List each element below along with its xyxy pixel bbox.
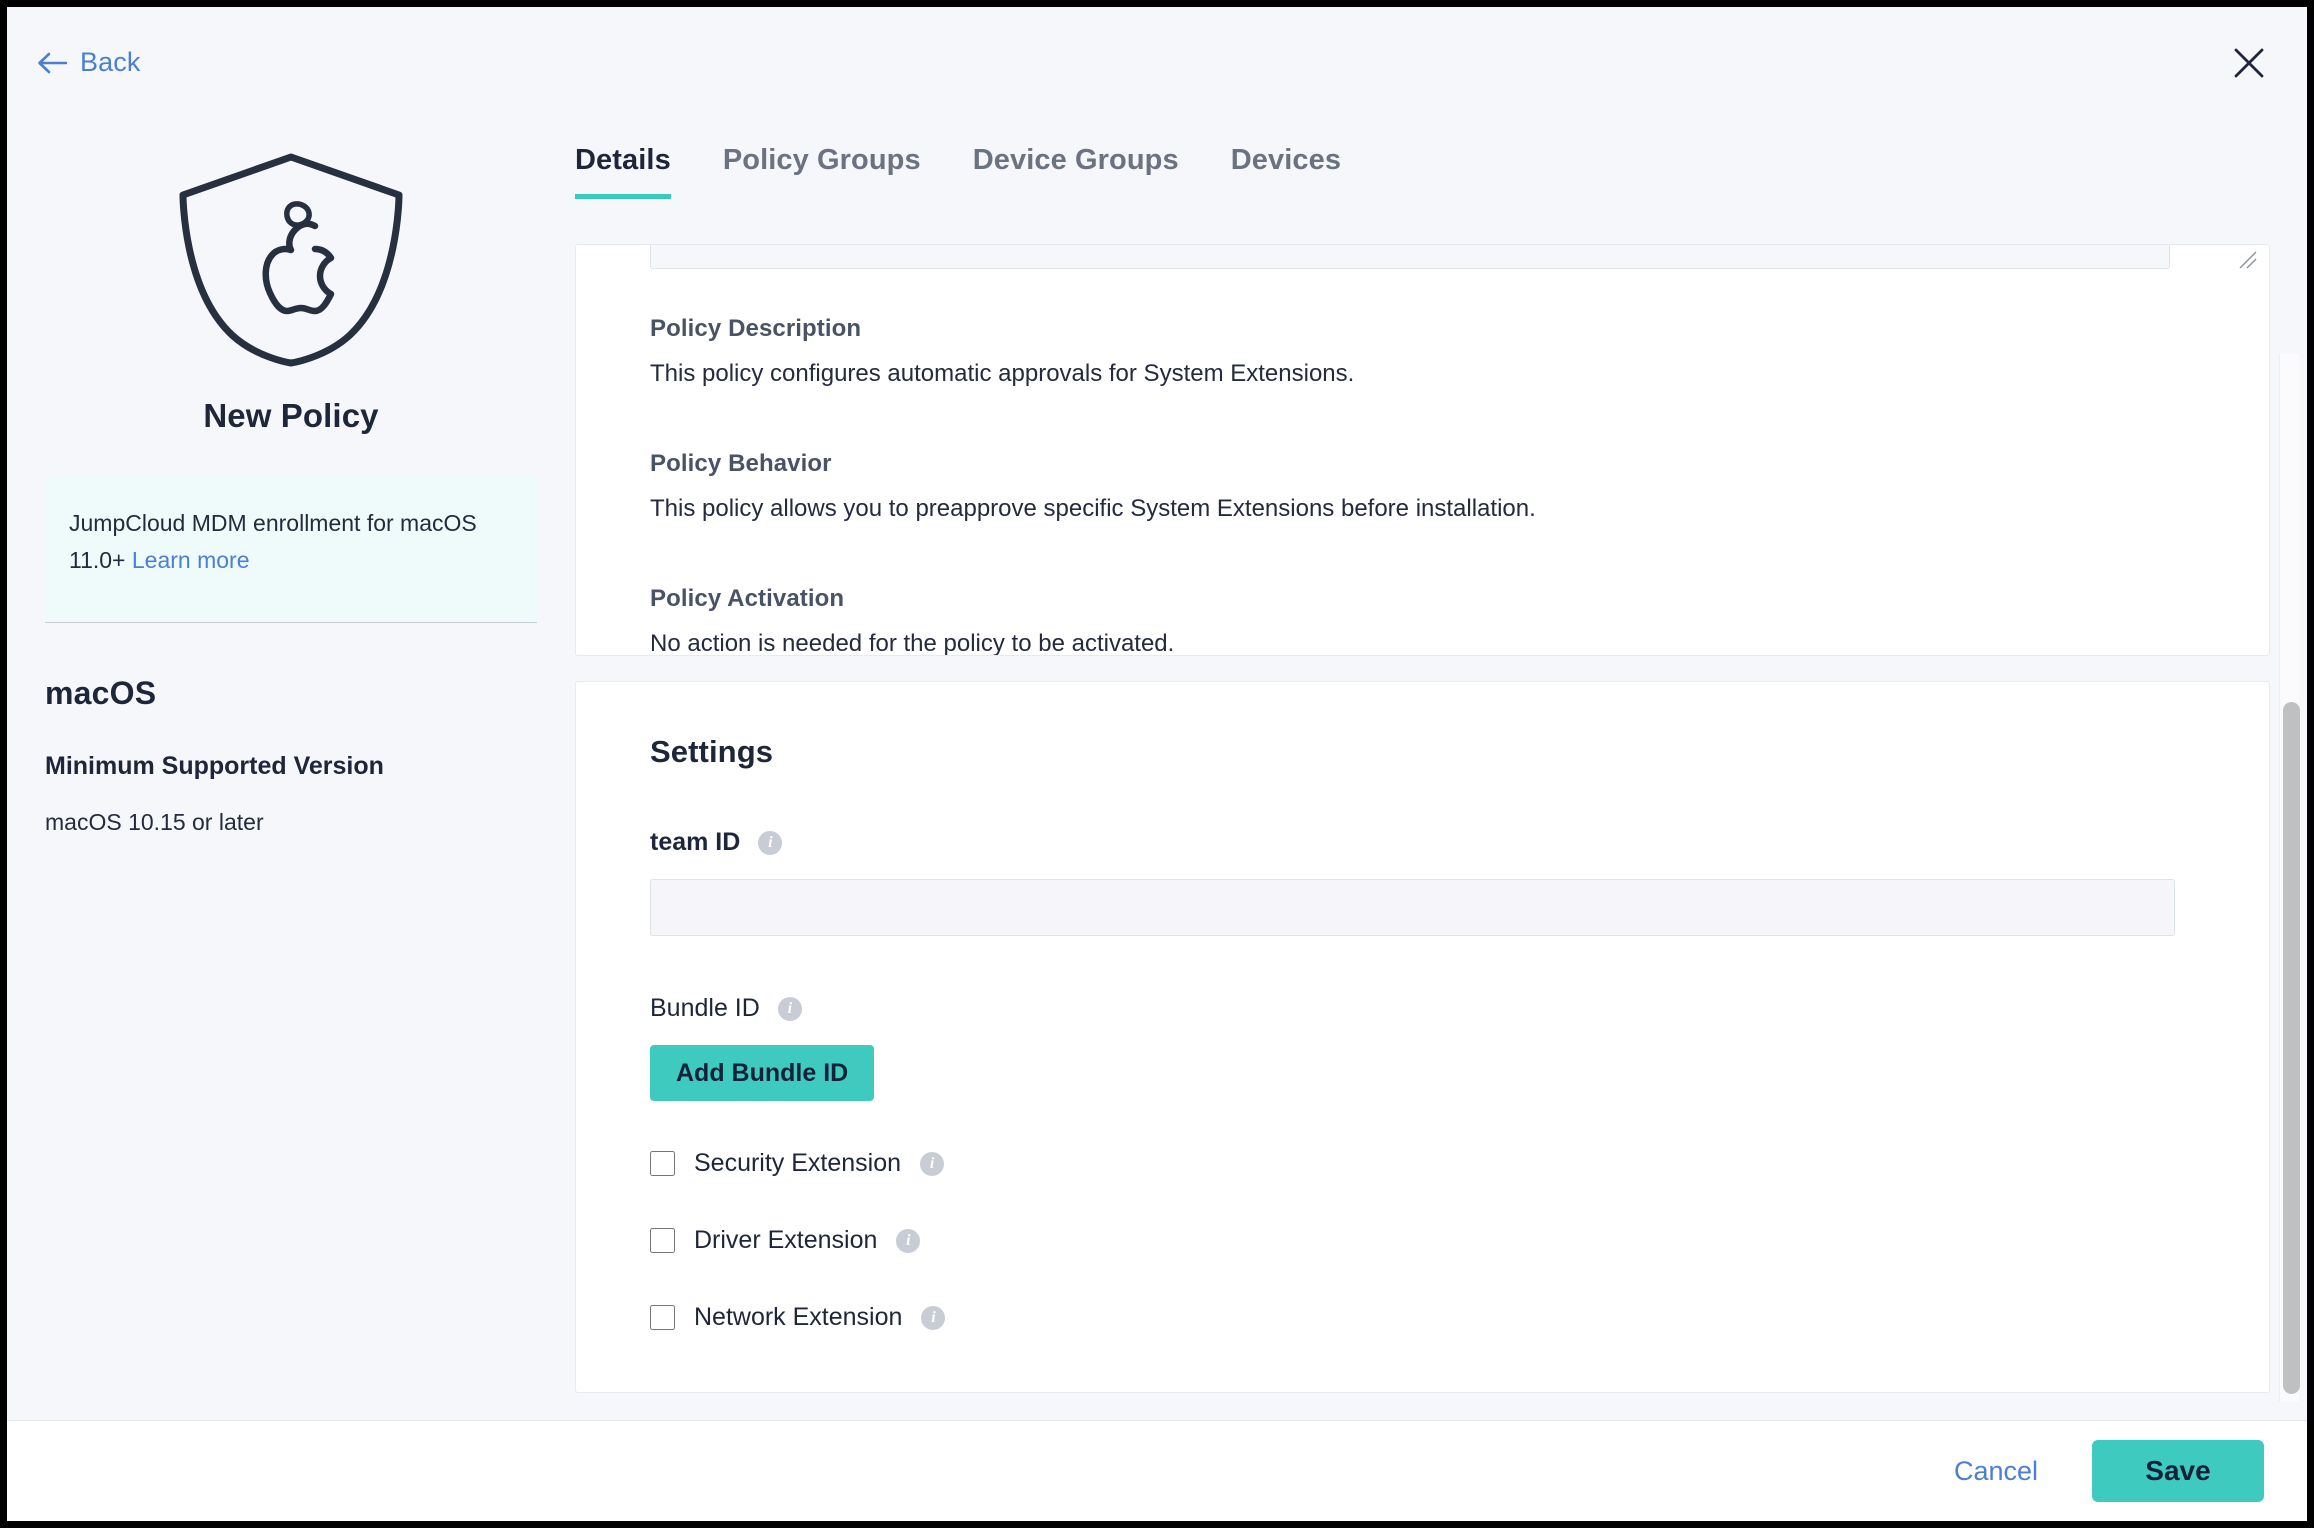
page-title: New Policy bbox=[203, 397, 379, 434]
tab-devices[interactable]: Devices bbox=[1230, 144, 1342, 176]
cancel-button[interactable]: Cancel bbox=[1936, 1446, 2056, 1497]
os-name: macOS bbox=[45, 674, 157, 711]
security-extension-label: Security Extension bbox=[694, 1149, 902, 1177]
info-icon[interactable]: i bbox=[777, 996, 802, 1021]
top-bar: Back bbox=[7, 7, 2307, 125]
min-supported-version-label: Minimum Supported Version bbox=[45, 751, 384, 780]
tab-bar: Details Policy Groups Device Groups Devi… bbox=[575, 144, 2307, 244]
policy-behavior-block: Policy Behavior This policy allows you t… bbox=[650, 450, 2195, 523]
policy-details-card: Policy Description This policy configure… bbox=[575, 244, 2270, 656]
driver-extension-checkbox[interactable] bbox=[650, 1228, 675, 1253]
main-content: Details Policy Groups Device Groups Devi… bbox=[575, 125, 2307, 1420]
driver-extension-label: Driver Extension bbox=[694, 1226, 878, 1254]
security-extension-checkbox[interactable] bbox=[650, 1151, 675, 1176]
policy-details-body: Policy Description This policy configure… bbox=[576, 245, 2269, 656]
bundle-id-label: Bundle ID bbox=[650, 994, 760, 1022]
enrollment-info-text: JumpCloud MDM enrollment for macOS 11.0+ bbox=[69, 510, 477, 574]
vertical-scrollbar-thumb[interactable] bbox=[2283, 702, 2300, 1394]
team-id-input[interactable] bbox=[650, 879, 2175, 936]
min-supported-version-value: macOS 10.15 or later bbox=[45, 808, 264, 835]
policy-description-block: Policy Description This policy configure… bbox=[650, 315, 2195, 388]
enrollment-info-box: JumpCloud MDM enrollment for macOS 11.0+… bbox=[45, 475, 537, 622]
add-bundle-id-button[interactable]: Add Bundle ID bbox=[650, 1045, 875, 1101]
info-icon[interactable]: i bbox=[758, 830, 783, 855]
driver-extension-row[interactable]: Driver Extension i bbox=[650, 1226, 2195, 1255]
back-button-label: Back bbox=[80, 47, 141, 77]
policy-sidebar: New Policy JumpCloud MDM enrollment for … bbox=[7, 125, 575, 1420]
bundle-id-label-row: Bundle ID i bbox=[650, 994, 2195, 1023]
policy-description-textarea[interactable] bbox=[650, 245, 2170, 269]
details-scroll-area[interactable]: Policy Description This policy configure… bbox=[575, 244, 2307, 1420]
network-extension-checkbox[interactable] bbox=[650, 1305, 675, 1330]
tab-details[interactable]: Details bbox=[575, 144, 671, 199]
apple-shield-icon bbox=[45, 149, 537, 371]
info-icon[interactable]: i bbox=[920, 1151, 945, 1176]
policy-activation-text: No action is needed for the policy to be… bbox=[650, 630, 1175, 656]
security-extension-row[interactable]: Security Extension i bbox=[650, 1149, 2195, 1178]
vertical-scrollbar-track[interactable] bbox=[2279, 354, 2300, 1402]
settings-title: Settings bbox=[650, 734, 774, 769]
policy-activation-block: Policy Activation No action is needed fo… bbox=[650, 585, 2195, 656]
sidebar-divider bbox=[45, 621, 537, 623]
policy-activation-heading: Policy Activation bbox=[650, 585, 845, 612]
tab-device-groups[interactable]: Device Groups bbox=[972, 144, 1179, 176]
body-split: New Policy JumpCloud MDM enrollment for … bbox=[7, 125, 2307, 1420]
footer-action-bar: Cancel Save bbox=[7, 1420, 2307, 1521]
save-button[interactable]: Save bbox=[2092, 1440, 2264, 1502]
network-extension-label: Network Extension bbox=[694, 1303, 903, 1331]
back-button[interactable]: Back bbox=[37, 47, 140, 78]
settings-card: Settings team ID i Bundle ID i Add Bundl… bbox=[575, 681, 2270, 1393]
policy-description-text: This policy configures automatic approva… bbox=[650, 360, 1355, 387]
team-id-label-row: team ID i bbox=[650, 828, 2195, 857]
info-icon[interactable]: i bbox=[896, 1228, 921, 1253]
learn-more-link[interactable]: Learn more bbox=[131, 547, 250, 574]
arrow-left-icon bbox=[37, 52, 67, 74]
tab-policy-groups[interactable]: Policy Groups bbox=[722, 144, 921, 176]
policy-description-heading: Policy Description bbox=[650, 315, 862, 342]
close-icon[interactable] bbox=[2223, 37, 2275, 89]
info-icon[interactable]: i bbox=[921, 1305, 946, 1330]
team-id-label: team ID bbox=[650, 828, 741, 856]
network-extension-row[interactable]: Network Extension i bbox=[650, 1303, 2195, 1332]
policy-editor-window: Back New Policy JumpCloud MDM enrollment… bbox=[7, 7, 2307, 1521]
policy-behavior-text: This policy allows you to preapprove spe… bbox=[650, 495, 1536, 522]
policy-behavior-heading: Policy Behavior bbox=[650, 450, 832, 477]
